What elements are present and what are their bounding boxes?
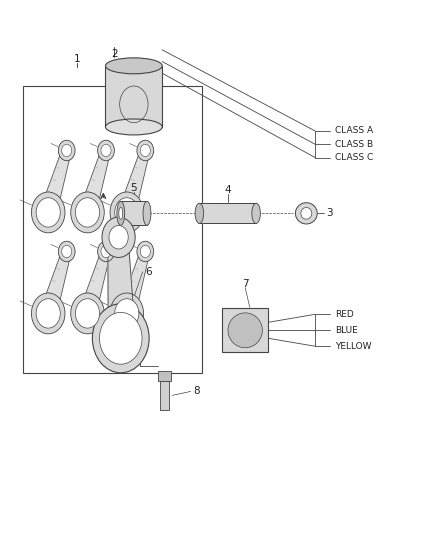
Circle shape — [92, 304, 149, 373]
Circle shape — [58, 241, 75, 262]
Circle shape — [140, 245, 150, 257]
Bar — [158, 371, 171, 381]
Circle shape — [140, 144, 150, 157]
Circle shape — [75, 198, 99, 227]
Text: 4: 4 — [224, 185, 231, 195]
Polygon shape — [119, 249, 150, 317]
Bar — [22, 86, 201, 373]
Text: YELLOW: YELLOW — [335, 342, 371, 351]
Circle shape — [62, 245, 72, 257]
Ellipse shape — [106, 119, 162, 135]
Circle shape — [98, 241, 114, 262]
Circle shape — [101, 245, 111, 257]
Ellipse shape — [252, 203, 260, 223]
Text: CLASS C: CLASS C — [335, 153, 373, 162]
Circle shape — [36, 298, 60, 328]
Text: CLASS B: CLASS B — [335, 140, 373, 149]
Polygon shape — [108, 253, 134, 309]
Circle shape — [109, 225, 128, 249]
Bar — [159, 381, 169, 410]
Ellipse shape — [295, 203, 317, 224]
Text: 3: 3 — [326, 208, 332, 219]
Ellipse shape — [106, 58, 162, 74]
Circle shape — [101, 144, 111, 157]
Circle shape — [32, 293, 65, 334]
Circle shape — [110, 293, 144, 334]
Bar — [121, 201, 147, 225]
Text: 1: 1 — [74, 54, 81, 64]
Polygon shape — [40, 149, 71, 216]
Text: 7: 7 — [242, 279, 248, 288]
Ellipse shape — [143, 201, 151, 225]
Circle shape — [115, 198, 139, 227]
Text: CLASS A: CLASS A — [335, 126, 373, 135]
Circle shape — [71, 293, 104, 334]
Circle shape — [62, 144, 72, 157]
Polygon shape — [80, 249, 110, 317]
Text: RED: RED — [335, 310, 353, 319]
Ellipse shape — [119, 207, 123, 219]
Circle shape — [36, 198, 60, 227]
Ellipse shape — [195, 203, 204, 223]
Circle shape — [58, 140, 75, 160]
Polygon shape — [40, 249, 71, 317]
Circle shape — [102, 217, 135, 257]
Ellipse shape — [301, 207, 312, 219]
Text: 2: 2 — [111, 49, 117, 59]
Text: 8: 8 — [193, 386, 199, 397]
Bar — [199, 203, 256, 223]
Ellipse shape — [117, 201, 125, 225]
Text: BLUE: BLUE — [335, 326, 357, 335]
Polygon shape — [80, 149, 110, 216]
Bar — [222, 309, 268, 352]
Circle shape — [32, 192, 65, 233]
Circle shape — [115, 298, 139, 328]
Text: 5: 5 — [131, 183, 137, 193]
Circle shape — [137, 140, 154, 160]
Ellipse shape — [228, 313, 262, 348]
Circle shape — [137, 241, 154, 262]
Circle shape — [99, 312, 142, 364]
Circle shape — [71, 192, 104, 233]
Polygon shape — [119, 149, 150, 216]
Circle shape — [98, 140, 114, 160]
Bar — [106, 66, 162, 127]
Circle shape — [110, 192, 144, 233]
Circle shape — [75, 298, 99, 328]
Text: 6: 6 — [145, 267, 152, 277]
